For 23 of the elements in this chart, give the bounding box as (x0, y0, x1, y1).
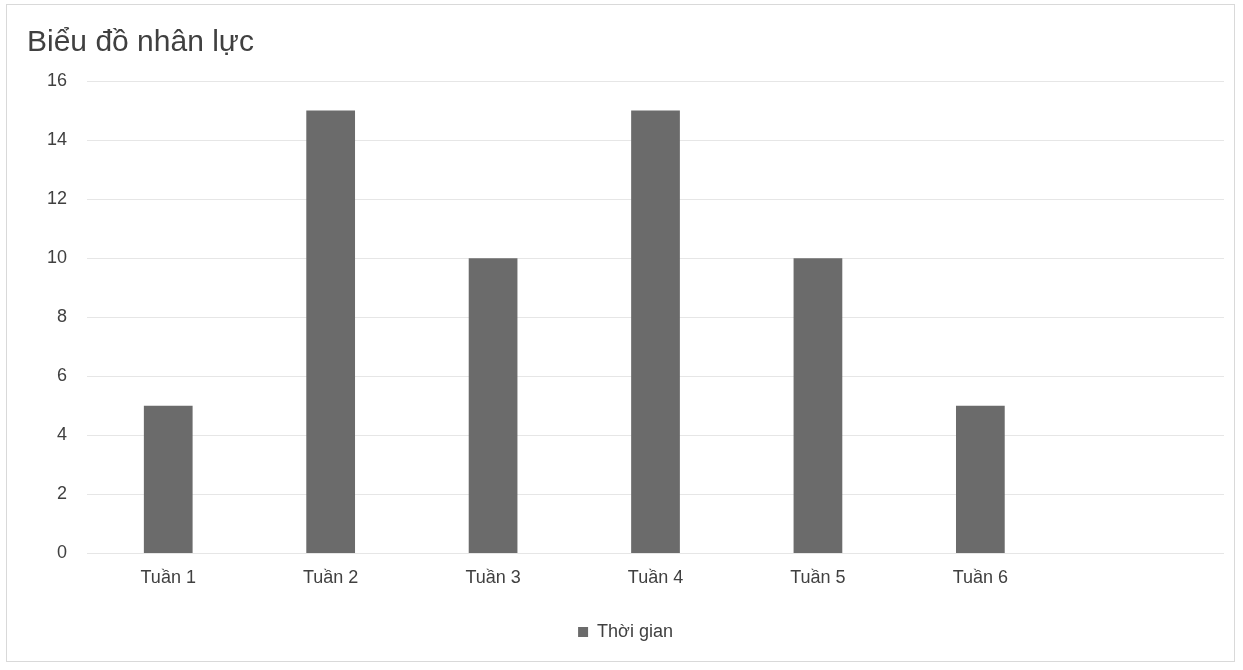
x-tick-label: Tuần 3 (465, 567, 521, 588)
y-tick-label: 6 (57, 365, 68, 386)
y-tick-label: 12 (46, 188, 68, 209)
chart-title: Biểu đồ nhân lực (27, 24, 254, 58)
bar (468, 258, 518, 553)
x-tick-label: Tuần 4 (627, 567, 684, 588)
bar (956, 405, 1005, 553)
bar (631, 110, 680, 553)
x-tick-label: Tuần 6 (952, 567, 1009, 588)
bar (793, 258, 843, 553)
x-tick-label: Tuần 1 (140, 567, 196, 588)
bar (306, 110, 356, 553)
y-tick-label: 8 (57, 306, 68, 327)
x-tick-label: Tuần 2 (302, 567, 359, 588)
y-tick-label: 0 (57, 542, 68, 563)
y-tick-label: 4 (57, 424, 68, 445)
x-tick-label: Tuần 5 (790, 567, 846, 588)
legend-label: Thời gian (597, 620, 673, 641)
y-tick-label: 10 (46, 247, 68, 268)
y-tick-label: 14 (46, 129, 68, 150)
bar (143, 405, 193, 553)
y-tick-label: 2 (57, 483, 68, 504)
y-tick-label: 16 (46, 69, 68, 90)
